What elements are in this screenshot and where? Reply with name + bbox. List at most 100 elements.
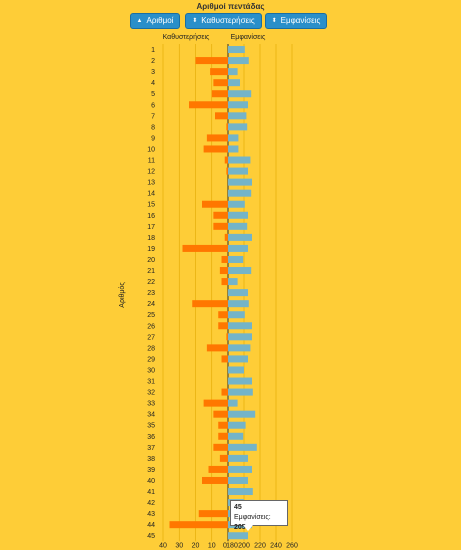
delay-bar[interactable] bbox=[219, 454, 228, 462]
appearance-bar[interactable] bbox=[228, 123, 248, 131]
category-label: 11 bbox=[148, 158, 155, 165]
delay-bar[interactable] bbox=[206, 134, 228, 142]
appearance-bar[interactable] bbox=[228, 90, 252, 98]
delay-bar[interactable] bbox=[210, 68, 228, 76]
delay-bar[interactable] bbox=[182, 244, 229, 252]
delay-bar[interactable] bbox=[226, 167, 228, 175]
appearance-bar[interactable] bbox=[228, 233, 252, 241]
appearance-bar[interactable] bbox=[228, 178, 252, 186]
sort-by-delays-button[interactable]: ⬍ Καθυστερήσεις bbox=[185, 13, 262, 29]
appearance-bar[interactable] bbox=[228, 189, 252, 197]
appearance-bar[interactable] bbox=[228, 79, 240, 87]
appearance-bar[interactable] bbox=[228, 488, 253, 496]
category-label: 30 bbox=[147, 367, 155, 374]
appearance-bar[interactable] bbox=[228, 532, 248, 540]
delay-bar[interactable] bbox=[218, 432, 228, 440]
appearance-bar[interactable] bbox=[228, 267, 252, 275]
delay-bar[interactable] bbox=[192, 300, 228, 308]
appearance-bar[interactable] bbox=[228, 333, 252, 341]
delay-bar[interactable] bbox=[221, 355, 229, 363]
delay-bar[interactable] bbox=[203, 399, 228, 407]
category-label: 45 bbox=[147, 533, 155, 540]
category-label: 5 bbox=[151, 91, 155, 98]
delay-bar[interactable] bbox=[208, 465, 229, 473]
category-label: 8 bbox=[151, 124, 155, 131]
appearance-bar[interactable] bbox=[228, 211, 248, 219]
delay-bar[interactable] bbox=[202, 200, 228, 208]
delay-bar[interactable] bbox=[218, 322, 228, 330]
appearance-bar[interactable] bbox=[228, 355, 248, 363]
appearance-bar[interactable] bbox=[228, 377, 252, 385]
appearance-bar[interactable] bbox=[228, 311, 245, 319]
delay-bar[interactable] bbox=[221, 255, 229, 263]
appearance-bar[interactable] bbox=[228, 421, 246, 429]
x-tick-label: 10 bbox=[208, 542, 216, 549]
category-label: 43 bbox=[147, 511, 155, 518]
delay-bar[interactable] bbox=[189, 101, 228, 109]
delay-bar[interactable] bbox=[224, 233, 228, 241]
category-label: 21 bbox=[147, 268, 155, 275]
appearance-bar[interactable] bbox=[228, 476, 248, 484]
delay-bar[interactable] bbox=[195, 57, 229, 65]
delay-bar[interactable] bbox=[203, 145, 228, 153]
delay-bar[interactable] bbox=[218, 311, 228, 319]
delay-bar[interactable] bbox=[213, 79, 228, 87]
appearance-bar[interactable] bbox=[228, 410, 256, 418]
category-label: 22 bbox=[147, 279, 155, 286]
appearance-bar[interactable] bbox=[228, 443, 257, 451]
delay-bar[interactable] bbox=[169, 521, 229, 529]
sort-by-appearances-button[interactable]: ⬍ Εμφανίσεις bbox=[265, 13, 327, 29]
appearance-bar[interactable] bbox=[228, 432, 244, 440]
delay-bar[interactable] bbox=[215, 112, 228, 120]
appearance-bar[interactable] bbox=[228, 366, 244, 374]
appearance-bar[interactable] bbox=[228, 454, 248, 462]
appearance-bar[interactable] bbox=[228, 300, 249, 308]
delay-bar[interactable] bbox=[224, 156, 228, 164]
bar-tooltip: 45 Εμφανίσεις: 205 bbox=[230, 500, 288, 531]
appearance-bar[interactable] bbox=[228, 200, 245, 208]
appearance-bar[interactable] bbox=[228, 388, 253, 396]
delay-bar[interactable] bbox=[198, 510, 228, 518]
appearance-bar[interactable] bbox=[228, 255, 244, 263]
delay-bar[interactable] bbox=[221, 278, 229, 286]
category-label: 33 bbox=[147, 401, 155, 408]
appearance-bar[interactable] bbox=[228, 167, 248, 175]
y-axis-label: Αριθμός bbox=[118, 282, 126, 308]
delay-bar[interactable] bbox=[218, 421, 228, 429]
appearance-bar[interactable] bbox=[228, 101, 248, 109]
appearance-bar[interactable] bbox=[228, 156, 251, 164]
delay-bar[interactable] bbox=[211, 90, 228, 98]
category-label: 42 bbox=[147, 500, 155, 507]
appearance-bar[interactable] bbox=[228, 145, 239, 153]
x-tick-label: 30 bbox=[175, 542, 183, 549]
appearance-bar[interactable] bbox=[228, 222, 248, 230]
delay-bar[interactable] bbox=[213, 211, 228, 219]
appearance-bar[interactable] bbox=[228, 134, 239, 142]
appearance-bar[interactable] bbox=[228, 465, 252, 473]
delay-bar[interactable] bbox=[202, 476, 228, 484]
appearance-bar[interactable] bbox=[228, 289, 248, 297]
appearance-bar[interactable] bbox=[228, 112, 247, 120]
delay-bar[interactable] bbox=[226, 123, 228, 131]
category-labels: 1234567891011121314151617181920212223242… bbox=[147, 47, 155, 540]
delay-bar[interactable] bbox=[226, 333, 228, 341]
appearance-bar[interactable] bbox=[228, 399, 238, 407]
x-tick-label: 220 bbox=[254, 542, 266, 549]
category-label: 38 bbox=[147, 456, 155, 463]
appearance-bar[interactable] bbox=[228, 68, 238, 76]
sort-by-number-button[interactable]: ▲ Αριθμοί bbox=[130, 13, 180, 29]
sort-up-icon: ▲ bbox=[136, 18, 143, 24]
appearance-bar[interactable] bbox=[228, 344, 251, 352]
appearance-bar[interactable] bbox=[228, 244, 248, 252]
delay-bar[interactable] bbox=[213, 443, 228, 451]
delay-bar[interactable] bbox=[221, 388, 229, 396]
appearance-bar[interactable] bbox=[228, 278, 238, 286]
appearance-bar[interactable] bbox=[228, 57, 249, 65]
delay-bar[interactable] bbox=[213, 410, 228, 418]
delay-bar[interactable] bbox=[213, 222, 228, 230]
delay-bar[interactable] bbox=[206, 344, 228, 352]
appearance-bar[interactable] bbox=[228, 322, 252, 330]
delay-bar[interactable] bbox=[219, 267, 228, 275]
appearance-bar[interactable] bbox=[228, 46, 245, 54]
